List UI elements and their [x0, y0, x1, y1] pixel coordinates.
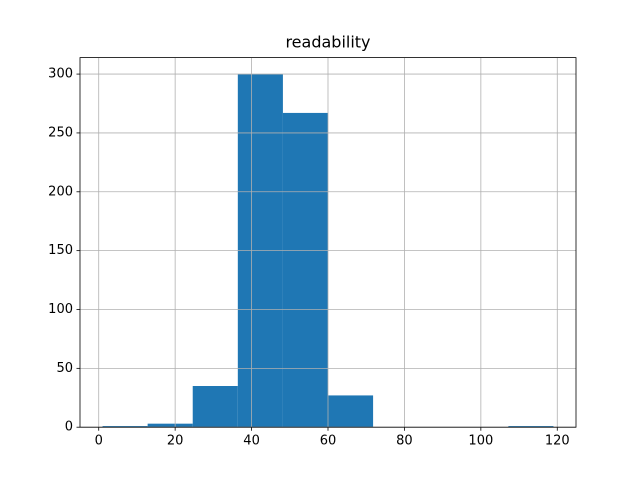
x-tick-label: 100: [468, 434, 493, 449]
y-tick-label: 200: [48, 184, 73, 199]
y-tick-label: 300: [48, 67, 73, 82]
bar: [147, 423, 193, 428]
chart-title: readability: [285, 33, 370, 52]
x-tick-label: 60: [320, 434, 337, 449]
x-tick-label: 120: [545, 434, 570, 449]
axes-frame: [79, 57, 577, 428]
y-tick-label: 250: [48, 125, 73, 140]
bar: [282, 112, 328, 428]
bar: [328, 395, 374, 428]
y-tick-label: 0: [65, 420, 73, 435]
y-tick-label: 100: [48, 302, 73, 317]
bar: [102, 426, 148, 428]
bar: [508, 426, 554, 428]
x-tick-label: 0: [95, 434, 103, 449]
bar: [192, 386, 238, 428]
y-tick-label: 50: [56, 361, 73, 376]
x-tick-label: 40: [243, 434, 260, 449]
y-tick-label: 150: [48, 243, 73, 258]
x-tick-label: 80: [396, 434, 413, 449]
x-tick-label: 20: [167, 434, 184, 449]
